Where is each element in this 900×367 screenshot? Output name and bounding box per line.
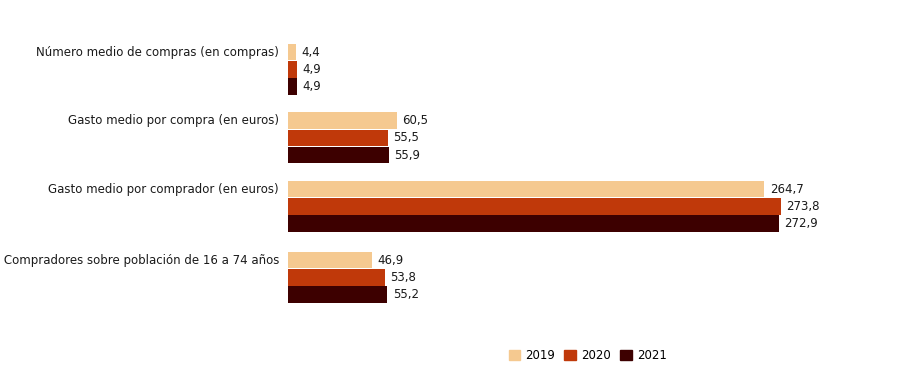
Legend: 2019, 2020, 2021: 2019, 2020, 2021 xyxy=(504,345,671,367)
Text: 55,9: 55,9 xyxy=(394,149,420,161)
Text: 46,9: 46,9 xyxy=(378,254,404,266)
Bar xyxy=(288,215,779,232)
Bar xyxy=(288,130,388,146)
Bar xyxy=(288,181,764,197)
Text: Número medio de compras (en compras): Número medio de compras (en compras) xyxy=(36,46,279,59)
Text: 53,8: 53,8 xyxy=(391,271,416,284)
Text: 60,5: 60,5 xyxy=(402,114,428,127)
Text: 55,5: 55,5 xyxy=(393,131,419,144)
Text: 273,8: 273,8 xyxy=(787,200,820,213)
Bar xyxy=(288,147,389,163)
Bar xyxy=(288,61,297,77)
Text: 4,9: 4,9 xyxy=(302,80,321,93)
Text: 272,9: 272,9 xyxy=(785,217,818,230)
Text: 4,4: 4,4 xyxy=(302,46,320,59)
Text: Gasto medio por compra (en euros): Gasto medio por compra (en euros) xyxy=(68,114,279,127)
Text: 264,7: 264,7 xyxy=(770,182,804,196)
Bar xyxy=(288,112,397,129)
Bar xyxy=(288,269,385,286)
Text: Gasto medio por comprador (en euros): Gasto medio por comprador (en euros) xyxy=(49,182,279,196)
Bar xyxy=(288,44,296,60)
Bar xyxy=(288,286,387,303)
Bar xyxy=(288,198,781,215)
Text: 55,2: 55,2 xyxy=(392,288,418,301)
Text: 4,9: 4,9 xyxy=(302,63,321,76)
Text: % Compradores sobre población de 16 a 74 años: % Compradores sobre población de 16 a 74… xyxy=(0,254,279,266)
Bar xyxy=(288,78,297,95)
Bar xyxy=(288,252,373,268)
